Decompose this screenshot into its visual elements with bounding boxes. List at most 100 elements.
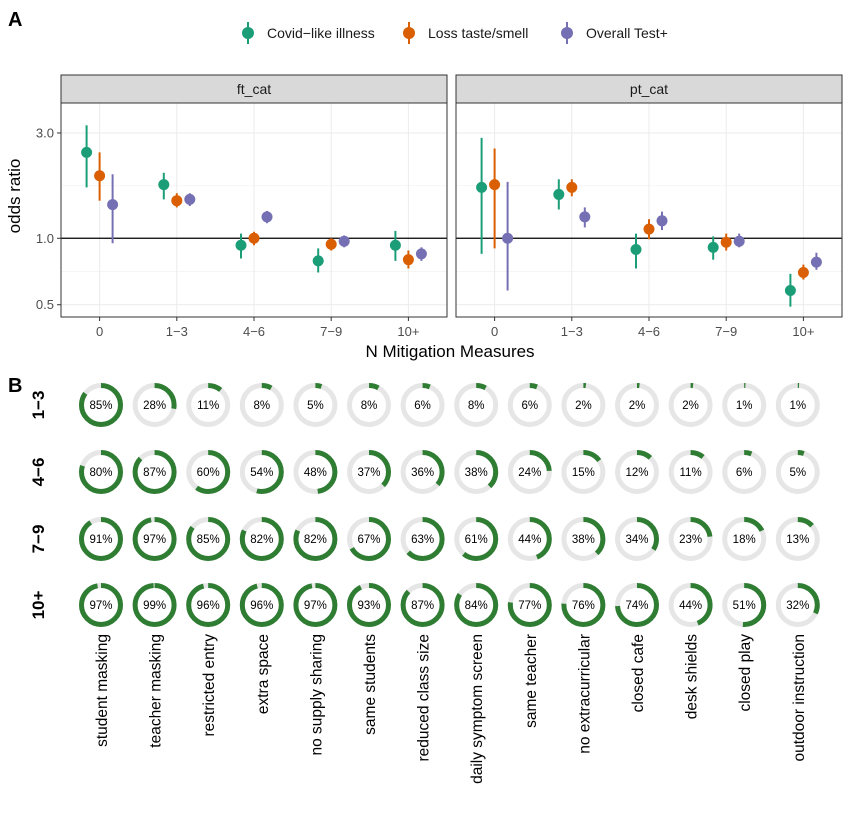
donut-arc bbox=[239, 383, 284, 427]
donut-percent-label: 99% bbox=[143, 600, 166, 612]
legend-key-point-overall bbox=[561, 27, 573, 39]
data-point bbox=[338, 235, 350, 247]
donut-percent-label: 1% bbox=[789, 400, 806, 412]
data-point bbox=[810, 256, 822, 268]
column-label: closed play bbox=[737, 634, 754, 712]
donut-percent-label: 28% bbox=[143, 400, 166, 412]
donut: 87% bbox=[400, 583, 445, 627]
donut: 2% bbox=[668, 383, 713, 427]
donut-arc bbox=[454, 450, 499, 494]
donut-arc bbox=[239, 450, 284, 494]
data-point bbox=[415, 248, 427, 260]
data-point bbox=[184, 193, 196, 205]
column-label: outdoor instruction bbox=[791, 634, 808, 762]
donut-percent-label: 1% bbox=[736, 400, 753, 412]
donut-percent-label: 82% bbox=[304, 534, 327, 546]
donut-arc bbox=[668, 583, 713, 627]
column-label: same teacher bbox=[523, 634, 540, 728]
legend-item-overall: Overall Test+ bbox=[561, 22, 668, 44]
donut-percent-label: 82% bbox=[250, 534, 273, 546]
donut-percent-label: 97% bbox=[89, 600, 112, 612]
donut-arc bbox=[239, 583, 284, 627]
donut-arc bbox=[239, 517, 284, 561]
series-covid bbox=[81, 125, 401, 273]
donut-arc bbox=[400, 517, 445, 561]
donut-arc bbox=[79, 383, 123, 427]
donut: 6% bbox=[722, 450, 767, 494]
donut-arc bbox=[507, 517, 552, 561]
donut-percent-label: 77% bbox=[518, 600, 541, 612]
donut-percent-label: 5% bbox=[789, 467, 806, 479]
donut-percent-label: 11% bbox=[197, 400, 219, 412]
data-point bbox=[579, 211, 591, 223]
donut: 18% bbox=[722, 517, 767, 561]
donut-percent-label: 38% bbox=[465, 467, 488, 479]
donut-percent-label: 91% bbox=[89, 534, 112, 546]
column-label: restricted entry bbox=[201, 634, 218, 737]
x-axis-title: N Mitigation Measures bbox=[365, 342, 534, 361]
donut-percent-label: 6% bbox=[414, 400, 431, 412]
donut-arc bbox=[722, 517, 767, 561]
row-label: 4−6 bbox=[29, 458, 48, 487]
donut-percent-label: 13% bbox=[786, 534, 809, 546]
donut-percent-label: 8% bbox=[468, 400, 485, 412]
donut-arc bbox=[400, 450, 445, 494]
donut: 85% bbox=[79, 383, 123, 427]
data-point bbox=[656, 215, 668, 227]
legend-label-overall: Overall Test+ bbox=[586, 25, 668, 41]
donut-percent-label: 97% bbox=[143, 534, 166, 546]
donut-percent-label: 76% bbox=[572, 600, 595, 612]
data-point bbox=[402, 254, 414, 266]
donut-arc bbox=[79, 450, 123, 494]
data-point bbox=[489, 179, 501, 191]
legend: Covid−like illness Loss taste/smell Over… bbox=[242, 22, 668, 44]
x-tick-label: 1−3 bbox=[166, 324, 188, 339]
donut-percent-label: 12% bbox=[625, 467, 648, 479]
donut: 2% bbox=[615, 383, 659, 427]
donut: 11% bbox=[186, 383, 231, 427]
donut-arc bbox=[293, 450, 338, 494]
donut-percent-label: 60% bbox=[197, 467, 220, 479]
donut-arc bbox=[668, 517, 713, 561]
x-tick-label: 7−9 bbox=[320, 324, 342, 339]
donut-percent-label: 96% bbox=[197, 600, 220, 612]
donut-arc bbox=[79, 517, 123, 561]
facet-panel-ft-cat: ft_cat 0 1−3 4−6 7−9 10+ bbox=[60, 74, 448, 339]
donut-arc bbox=[293, 517, 338, 561]
data-point bbox=[261, 211, 273, 223]
donut-percent-label: 44% bbox=[679, 600, 702, 612]
data-point bbox=[566, 181, 578, 193]
donut: 80% bbox=[79, 450, 123, 494]
panel-label-a: A bbox=[8, 9, 22, 31]
donut: 37% bbox=[347, 450, 391, 494]
donut: 93% bbox=[347, 583, 391, 627]
donut: 77% bbox=[507, 583, 552, 627]
donut: 15% bbox=[561, 450, 606, 494]
donut-percent-label: 23% bbox=[679, 534, 702, 546]
row-label: 10+ bbox=[29, 591, 48, 620]
facet-panel-pt-cat: pt_cat 0 1−3 4−6 7−9 10+ bbox=[455, 74, 843, 339]
data-point bbox=[476, 181, 488, 193]
donut: 82% bbox=[239, 517, 284, 561]
donut-percent-label: 32% bbox=[786, 600, 809, 612]
donut-arc bbox=[454, 383, 499, 427]
donut-arc bbox=[186, 583, 231, 627]
donut-arc bbox=[722, 383, 767, 427]
donut: 38% bbox=[454, 450, 499, 494]
donut: 1% bbox=[722, 383, 767, 427]
series-covid bbox=[476, 137, 796, 307]
donut: 97% bbox=[293, 583, 338, 627]
donut-arc bbox=[132, 517, 177, 561]
x-tick-label: 4−6 bbox=[638, 324, 660, 339]
data-point bbox=[248, 232, 260, 244]
x-tick-label: 7−9 bbox=[715, 324, 737, 339]
donut-percent-label: 2% bbox=[682, 400, 699, 412]
donut: 44% bbox=[507, 517, 552, 561]
column-label: same students bbox=[362, 634, 379, 735]
donut: 67% bbox=[347, 517, 391, 561]
donut-arc bbox=[615, 583, 659, 627]
y-axis-title: odds ratio bbox=[5, 159, 24, 234]
donut: 87% bbox=[132, 450, 177, 494]
donut-arc bbox=[400, 583, 445, 627]
